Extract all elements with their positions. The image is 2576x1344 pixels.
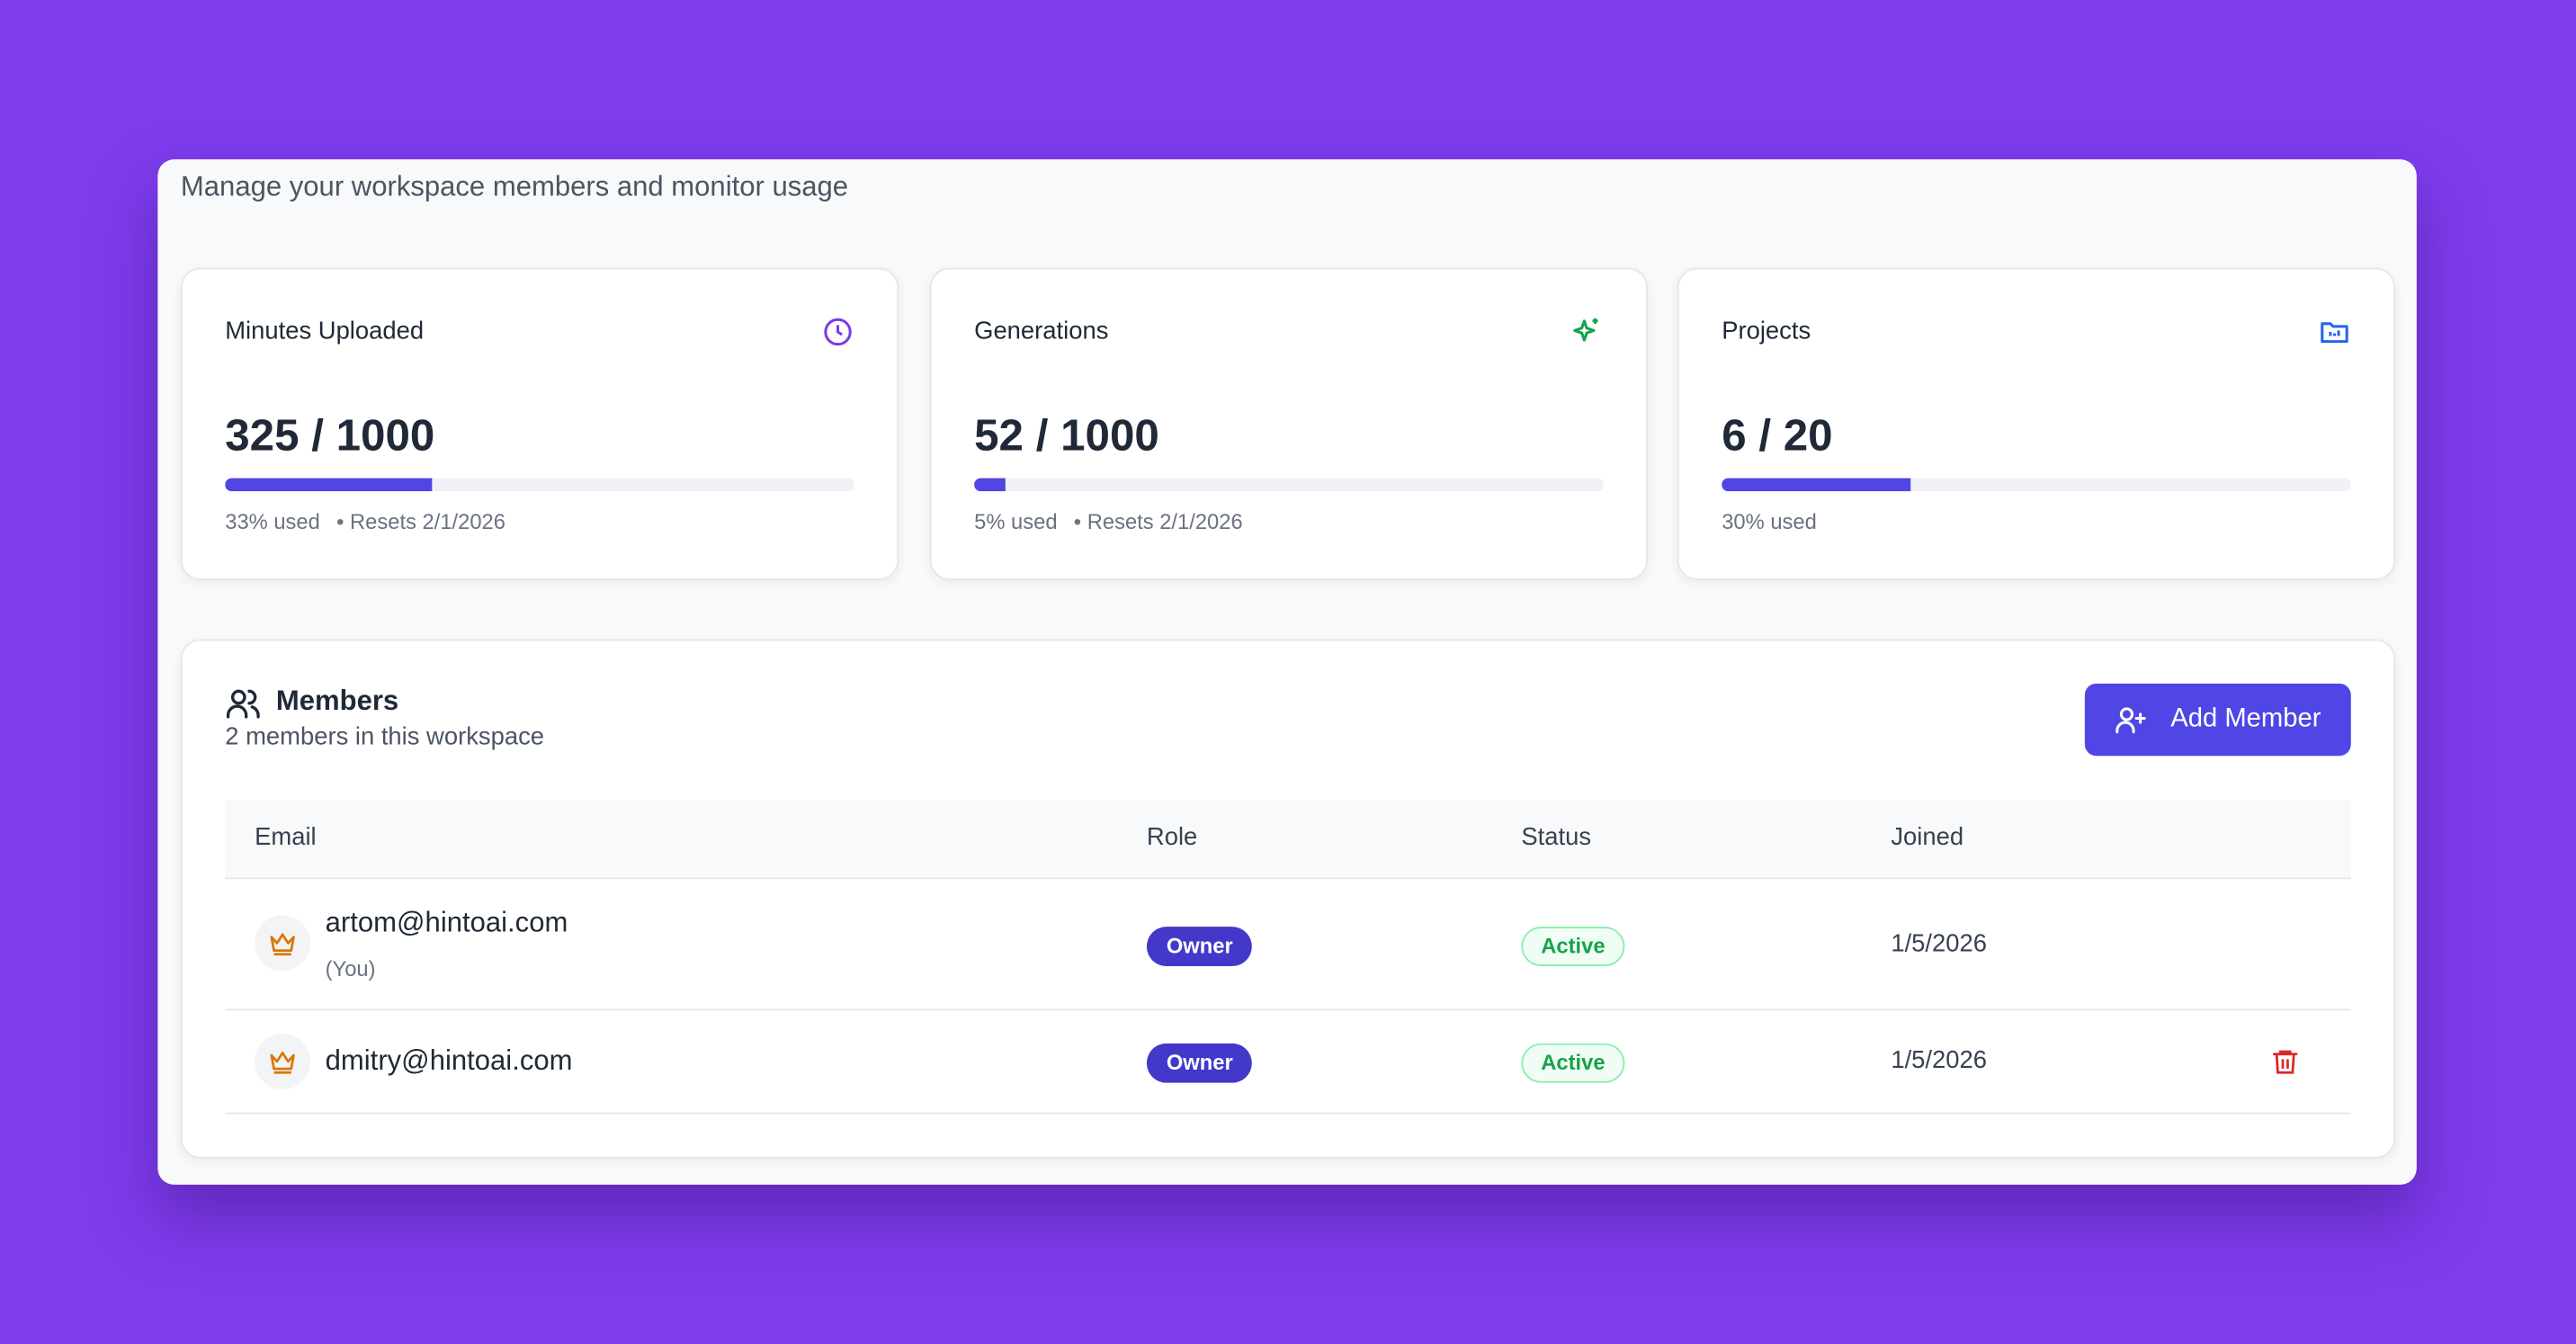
usage-label: 30% used (1722, 509, 1833, 533)
reset-label: • Resets 2/1/2026 (336, 509, 505, 534)
usage-card: Minutes Uploaded 325 / 1000 33% used • Re… (180, 267, 899, 580)
usage-card: Generations 52 / 1000 5% used • Resets 2/… (929, 267, 1649, 580)
status-badge: Active (1521, 927, 1625, 966)
progress-track (225, 478, 854, 492)
crown-icon (270, 1051, 295, 1074)
usage-card: Projects 6 / 20 30% used (1677, 267, 2396, 580)
column-header: Status (1521, 823, 1592, 852)
crown-icon (270, 933, 295, 956)
usage-label: 33% used • Resets 2/1/2026 (225, 509, 522, 533)
reset-label: • Resets 2/1/2026 (1073, 509, 1243, 534)
status-badge: Active (1521, 1043, 1625, 1083)
folder-icon (2321, 322, 2348, 344)
progress-fill (974, 478, 1006, 492)
percent-label: 33% used (225, 509, 320, 534)
delete-button[interactable] (2270, 1046, 2300, 1076)
role-badge: Owner (1146, 1043, 1253, 1083)
usage-amount: 6 / 20 (1722, 410, 1833, 461)
usage-amount: 52 / 1000 (974, 410, 1159, 461)
joined-date: 1/5/2026 (1891, 929, 1987, 958)
user-plus-icon (2115, 707, 2147, 734)
usage-label: 5% used • Resets 2/1/2026 (974, 509, 1259, 533)
card-title: Generations (974, 317, 1109, 345)
table-row: artom@hintoai.com (You) Owner Active 1/5… (225, 879, 2351, 1011)
progress-fill (1722, 478, 1911, 492)
progress-track (1722, 478, 2351, 492)
members-subtitle: 2 members in this workspace (225, 722, 545, 751)
avatar (255, 915, 311, 972)
progress-track (974, 478, 1604, 492)
role-badge: Owner (1146, 927, 1253, 966)
members-card: Members 2 members in this workspace Add … (180, 639, 2396, 1159)
member-note: (You) (325, 956, 376, 981)
users-icon (226, 689, 260, 719)
sparkle-icon (1573, 318, 1598, 342)
percent-label: 30% used (1722, 509, 1817, 534)
progress-fill (225, 478, 434, 492)
column-header: Email (255, 823, 317, 852)
page-subtitle: Manage your workspace members and monito… (180, 170, 849, 202)
table-header: Email Role Status Joined (225, 800, 2351, 880)
member-email: artom@hintoai.com (325, 907, 568, 938)
joined-date: 1/5/2026 (1891, 1046, 1987, 1075)
button-label: Add Member (2170, 704, 2321, 733)
add-member-button[interactable]: Add Member (2084, 683, 2351, 757)
card-title: Projects (1722, 317, 1811, 345)
card-title: Minutes Uploaded (225, 317, 425, 345)
table-row: dmitry@hintoai.com Owner Active 1/5/2026 (225, 1010, 2351, 1115)
column-header: Joined (1891, 823, 1964, 852)
clock-icon (824, 318, 852, 346)
avatar (255, 1033, 311, 1089)
member-email: dmitry@hintoai.com (325, 1044, 573, 1077)
column-header: Role (1146, 823, 1198, 852)
members-title: Members (275, 685, 399, 717)
percent-label: 5% used (974, 509, 1058, 534)
usage-amount: 325 / 1000 (225, 410, 435, 461)
